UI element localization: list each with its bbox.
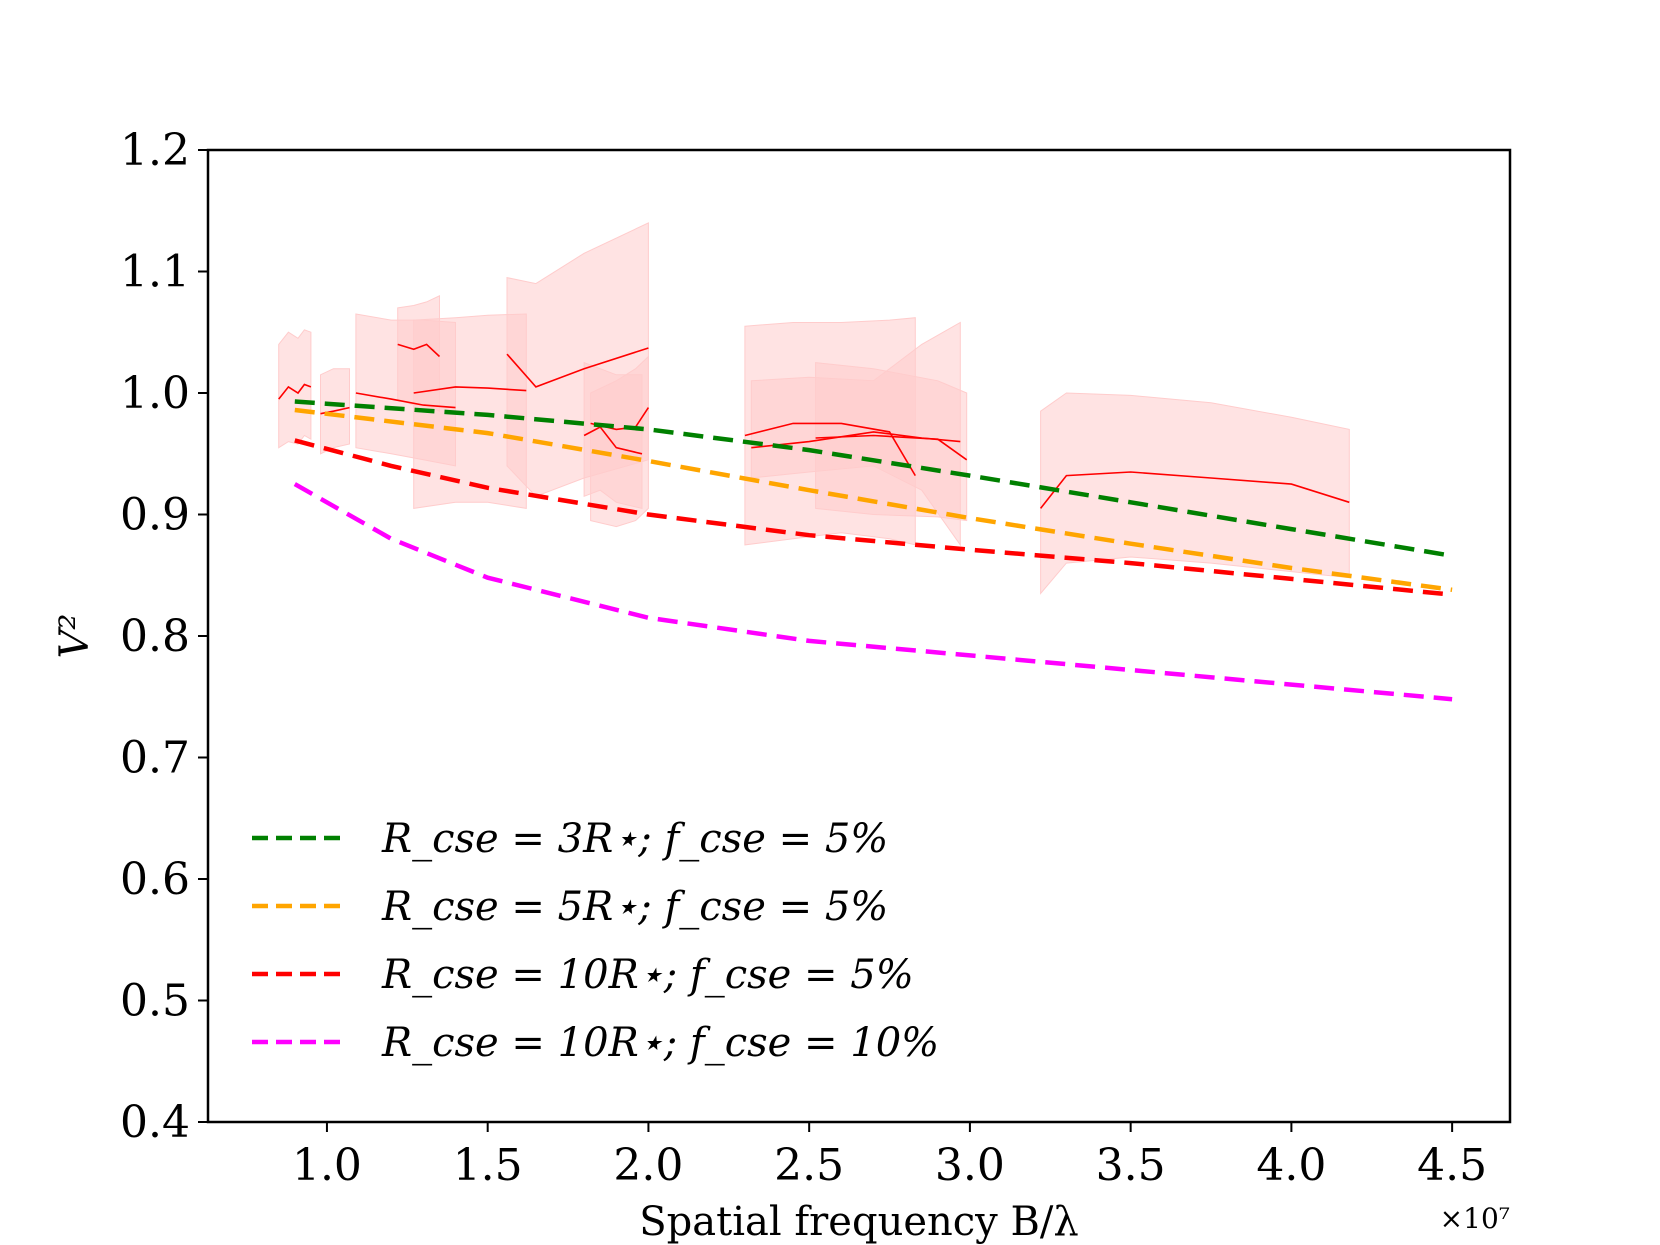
observation-band [278, 329, 312, 449]
observation-line [1039, 471, 1350, 509]
y-tick-label: 0.9 [120, 490, 190, 541]
series-line-4 [293, 482, 1453, 702]
x-tick-label: 3.0 [935, 1140, 1005, 1191]
observation-line [355, 392, 456, 409]
y-tick-label: 0.8 [120, 611, 190, 662]
y-tick-label: 0.4 [120, 1097, 190, 1148]
observation-line [815, 434, 968, 461]
legend-label-2: R_cse = 5R⋆; f_cse = 5% [381, 884, 888, 930]
observation-line [278, 383, 312, 400]
x-offset-label: ×10⁷ [1440, 1202, 1510, 1235]
observation-band [590, 355, 649, 528]
observation-line [744, 422, 916, 477]
legend-label-1: R_cse = 3R⋆; f_cse = 5% [381, 816, 888, 862]
x-axis: 1.0 1.5 2.0 2.5 3.0 3.5 4.0 4.5 [292, 1122, 1487, 1191]
legend-label-3: R_cse = 10R⋆; f_cse = 5% [381, 952, 914, 998]
observation-line [506, 347, 649, 388]
series-line-1 [294, 399, 1453, 559]
y-tick-label: 1.1 [120, 247, 190, 298]
x-tick-label: 2.0 [613, 1140, 683, 1191]
x-tick-label: 1.0 [292, 1140, 362, 1191]
y-tick-label: 1.2 [120, 125, 190, 176]
observation-band [413, 313, 527, 509]
x-tick-label: 2.5 [774, 1140, 844, 1191]
x-tick-label: 3.5 [1096, 1140, 1166, 1191]
model-lines [293, 399, 1453, 702]
x-axis-label: Spatial frequency B/λ [639, 1199, 1078, 1245]
y-axis: 0.4 0.5 0.6 0.7 0.8 0.9 1.0 1.1 1.2 [120, 125, 208, 1148]
observation-line [583, 425, 643, 455]
y-tick-label: 0.5 [120, 976, 190, 1027]
legend: R_cse = 3R⋆; f_cse = 5% R_cse = 5R⋆; f_cs… [252, 816, 939, 1066]
series-line-3 [294, 438, 1453, 597]
observation-line [413, 386, 527, 394]
y-tick-label: 0.7 [120, 733, 190, 784]
y-tick-label: 1.0 [120, 368, 190, 419]
x-tick-label: 4.0 [1256, 1140, 1326, 1191]
x-tick-label: 4.5 [1417, 1140, 1487, 1191]
x-tick-label: 1.5 [453, 1140, 523, 1191]
observation-bands [278, 222, 1350, 595]
legend-label-4: R_cse = 10R⋆; f_cse = 10% [381, 1020, 939, 1066]
observation-line [397, 343, 441, 358]
y-tick-label: 0.6 [120, 854, 190, 905]
observation-lines [278, 343, 1350, 509]
observation-band [815, 362, 968, 522]
series-line-2 [294, 407, 1453, 593]
y-axis-label: V² [52, 614, 98, 659]
